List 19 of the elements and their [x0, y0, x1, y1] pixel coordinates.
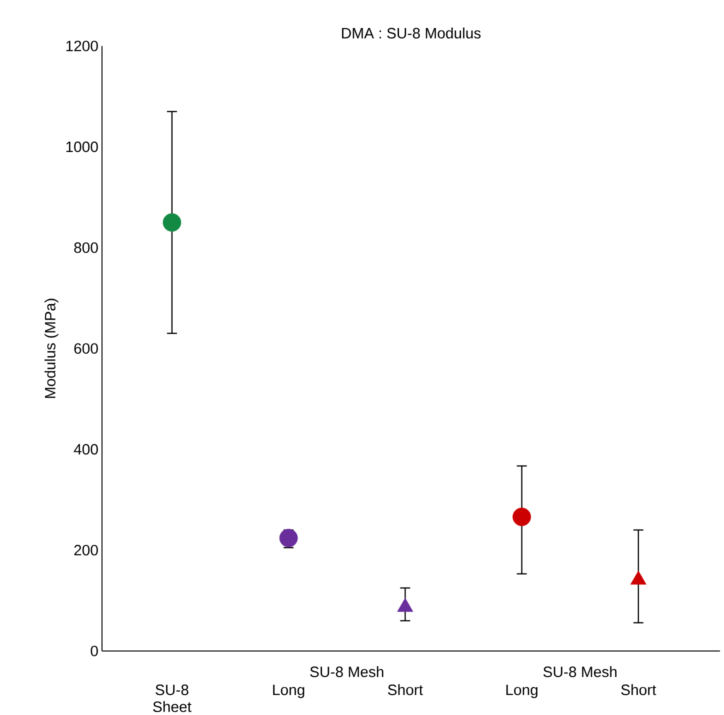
point [630, 570, 646, 585]
y-tick-label: 1200 [66, 40, 98, 52]
point [397, 598, 414, 612]
y-tick-label: 600 [74, 343, 98, 354]
text: SU-8 Mesh [310, 666, 384, 678]
x-tick-label: SU-8 Sheet [153, 684, 192, 712]
text: SU-8 Mesh [543, 666, 616, 678]
y-tick-label: 200 [74, 544, 98, 556]
y-axis-title: Modulus (MPa) [44, 298, 58, 398]
y-tick-label: 400 [74, 444, 98, 455]
x-tick-label: Short [388, 684, 423, 696]
x-tick-label: Long [506, 684, 538, 698]
y-tick-label: 800 [74, 242, 98, 253]
chart-title: DMA : SU-8 Modulus [342, 28, 481, 38]
y-tick-label: 0 [90, 646, 98, 656]
x-tick-label: Short [621, 684, 656, 696]
y-tick-label: 1000 [66, 142, 98, 152]
point [162, 213, 182, 232]
x-tick-label: Long [273, 684, 304, 698]
